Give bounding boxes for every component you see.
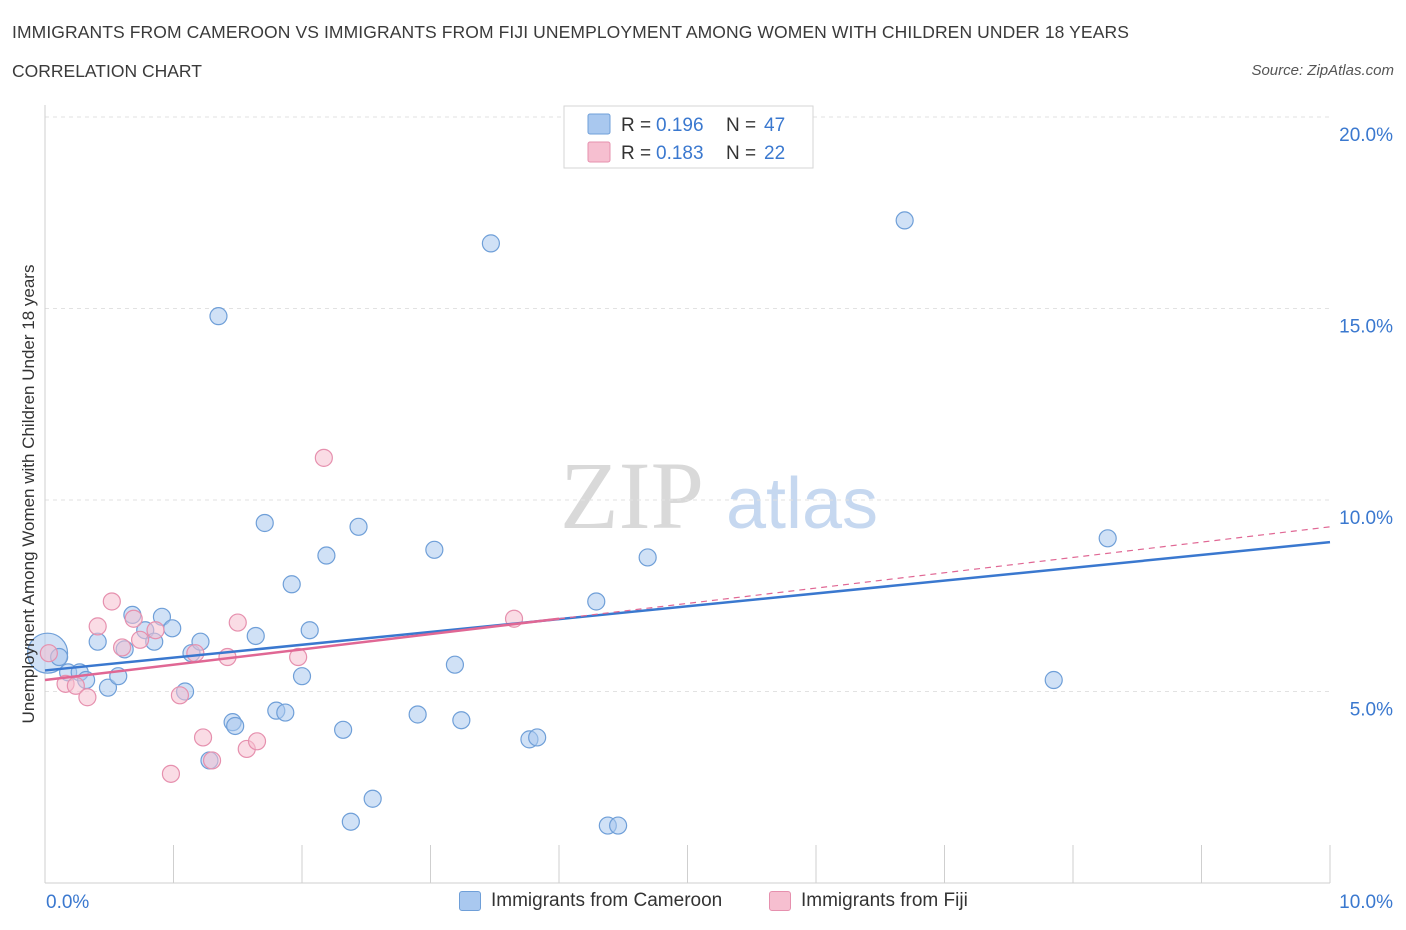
fiji-point — [228, 613, 247, 632]
y-tick-label: 20.0% — [1339, 125, 1393, 146]
trend-line-fiji-projection — [558, 526, 1331, 620]
cameroon-point — [587, 592, 606, 611]
cameroon-point — [292, 667, 312, 686]
cameroon-point — [609, 816, 628, 835]
cameroon-point — [425, 540, 444, 559]
y-tick-label: 15.0% — [1339, 317, 1393, 338]
legend-item-cameroon: Immigrants from Cameroon — [459, 888, 722, 914]
stats-r-value-cameroon: 0.196 — [656, 115, 704, 136]
chart-title: IMMIGRANTS FROM CAMEROON VS IMMIGRANTS F… — [12, 22, 1129, 42]
cameroon-point — [88, 632, 107, 651]
cameroon-point — [895, 211, 914, 230]
stats-r-value-fiji: 0.183 — [656, 143, 704, 164]
stats-swatch-cameroon — [587, 113, 611, 135]
legend-label-cameroon: Immigrants from Cameroon — [491, 890, 723, 911]
watermark-zip: ZIP — [560, 442, 704, 549]
cameroon-point — [317, 546, 336, 565]
cameroon-point — [300, 621, 319, 640]
y-tick-label: 10.0% — [1339, 508, 1393, 529]
cameroon-point — [341, 812, 360, 831]
data-points — [26, 211, 1117, 835]
cameroon-point — [445, 655, 465, 674]
fiji-point — [146, 621, 165, 640]
cameroon-point — [481, 234, 500, 253]
cameroon-point — [452, 711, 471, 730]
cameroon-point — [638, 548, 657, 567]
fiji-point — [247, 732, 267, 751]
fiji-point — [314, 448, 333, 467]
cameroon-point — [363, 789, 382, 808]
legend-swatch-cameroon — [459, 891, 481, 911]
stats-legend: R = 0.196 N = 47 R = 0.183 N = 22 — [563, 105, 814, 169]
fiji-point — [289, 647, 308, 667]
stats-r-label-fiji: R = — [621, 143, 656, 164]
fiji-point — [102, 592, 121, 611]
cameroon-point — [528, 728, 547, 747]
source-label: Source: ZipAtlas.com — [1251, 62, 1394, 79]
legend-item-fiji: Immigrants from Fiji — [769, 888, 968, 914]
zipatlas-watermark: ZIP atlas — [560, 442, 878, 549]
watermark-atlas: atlas — [726, 464, 878, 544]
fiji-point — [39, 644, 58, 663]
fiji-point — [186, 644, 205, 663]
cameroon-point — [98, 678, 118, 697]
fiji-point — [88, 617, 107, 636]
fiji-point — [170, 686, 190, 705]
cameroon-point — [226, 716, 245, 736]
fiji-point — [130, 630, 150, 649]
stats-swatch-fiji — [587, 141, 611, 163]
axes — [44, 105, 1331, 884]
legend-label-fiji: Immigrants from Fiji — [801, 890, 968, 911]
cameroon-point — [334, 720, 353, 739]
legend-swatch-fiji — [769, 891, 791, 911]
fiji-point — [193, 728, 213, 747]
stats-n-label-cameroon: N = — [726, 115, 761, 136]
trend-lines — [44, 526, 1331, 682]
chart-subtitle: CORRELATION CHART — [12, 61, 202, 81]
fiji-point — [112, 638, 132, 657]
trend-line-cameroon — [44, 540, 1331, 672]
cameroon-point — [1044, 670, 1063, 690]
y-axis-label: Unemployment Among Women with Children U… — [19, 265, 38, 724]
cameroon-point — [276, 703, 295, 722]
fiji-point — [78, 688, 97, 707]
cameroon-point — [1098, 529, 1117, 548]
fiji-point — [124, 609, 143, 628]
stats-n-value-cameroon: 47 — [764, 115, 785, 136]
fiji-point — [202, 751, 222, 770]
cameroon-point — [282, 575, 301, 594]
x-tick-label: 10.0% — [1339, 892, 1393, 913]
trend-line-fiji — [44, 617, 560, 682]
cameroon-point — [255, 513, 274, 533]
x-tick-label: 0.0% — [46, 892, 89, 913]
stats-r-label-cameroon: R = — [621, 115, 656, 136]
cameroon-point — [163, 619, 182, 638]
y-tick-label: 5.0% — [1350, 700, 1393, 721]
cameroon-point — [408, 705, 427, 724]
cameroon-point — [209, 307, 228, 326]
stats-n-label-fiji: N = — [726, 143, 761, 164]
cameroon-point — [246, 626, 265, 646]
cameroon-point — [349, 517, 368, 536]
stats-n-value-fiji: 22 — [764, 143, 785, 164]
fiji-point — [161, 764, 181, 783]
tick-labels: 5.0% 10.0% 15.0% 20.0% 0.0% 10.0% — [46, 125, 1393, 913]
